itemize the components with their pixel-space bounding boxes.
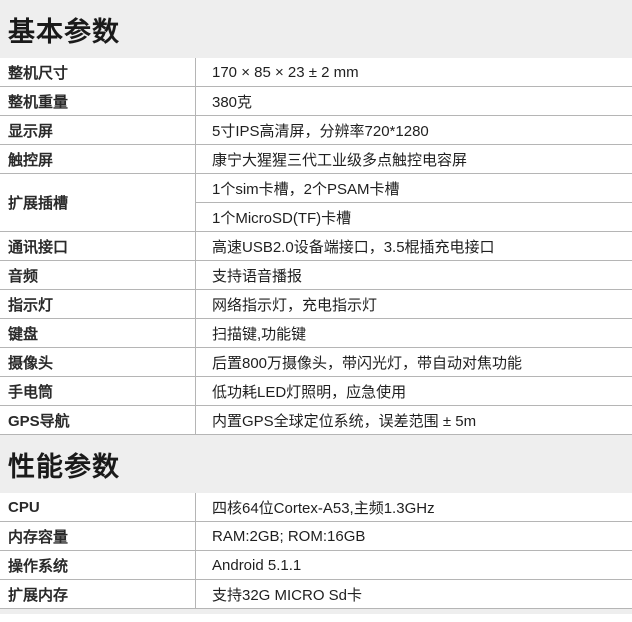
spec-value: 高速USB2.0设备端接口，3.5棍插充电接口 (195, 231, 632, 261)
table-row: 内存容量 RAM:2GB; ROM:16GB (0, 521, 632, 551)
section-performance-header: 性能参数 (0, 435, 632, 493)
spec-label: 显示屏 (0, 115, 196, 145)
spec-value: 支持32G MICRO Sd卡 (195, 579, 632, 609)
spec-value: 5寸IPS高清屏，分辨率720*1280 (195, 115, 632, 145)
table-row: 指示灯 网络指示灯，充电指示灯 (0, 289, 632, 319)
spec-label: GPS导航 (0, 405, 196, 435)
table-row: CPU 四核64位Cortex-A53,主频1.3GHz (0, 493, 632, 522)
spec-value: 内置GPS全球定位系统，误差范围 ± 5m (195, 405, 632, 435)
spec-label: 键盘 (0, 318, 196, 348)
table-row: 键盘 扫描键,功能键 (0, 318, 632, 348)
spec-value: 后置800万摄像头，带闪光灯，带自动对焦功能 (195, 347, 632, 377)
spec-value: 四核64位Cortex-A53,主频1.3GHz (195, 493, 632, 522)
spec-value: 380克 (195, 86, 632, 116)
bottom-band (0, 609, 632, 614)
table-row: 通讯接口 高速USB2.0设备端接口，3.5棍插充电接口 (0, 231, 632, 261)
spec-value: 170 × 85 × 23 ± 2 mm (195, 58, 632, 87)
spec-label: 摄像头 (0, 347, 196, 377)
table-row: GPS导航 内置GPS全球定位系统，误差范围 ± 5m (0, 405, 632, 435)
spec-label: 音频 (0, 260, 196, 290)
table-row: 1个MicroSD(TF)卡槽 (0, 202, 632, 232)
table-row: 触控屏 康宁大猩猩三代工业级多点触控电容屏 (0, 144, 632, 174)
table-row: 摄像头 后置800万摄像头，带闪光灯，带自动对焦功能 (0, 347, 632, 377)
table-row: 整机尺寸 170 × 85 × 23 ± 2 mm (0, 58, 632, 87)
table-row: 扩展插槽 1个sim卡槽，2个PSAM卡槽 (0, 173, 632, 232)
spec-value: RAM:2GB; ROM:16GB (195, 521, 632, 551)
basic-spec-table: 整机尺寸 170 × 85 × 23 ± 2 mm 整机重量 380克 显示屏 5寸IPS… (0, 58, 632, 435)
section-title: 基本参数 (8, 16, 120, 47)
table-row: 音频 支持语音播报 (0, 260, 632, 290)
spec-value: 低功耗LED灯照明，应急使用 (195, 376, 632, 406)
spec-value: 支持语音播报 (195, 260, 632, 290)
spec-label: 扩展内存 (0, 579, 196, 609)
spec-value: 康宁大猩猩三代工业级多点触控电容屏 (195, 144, 632, 174)
spec-label: 内存容量 (0, 521, 196, 551)
spec-label: 整机重量 (0, 86, 196, 116)
table-row: 显示屏 5寸IPS高清屏，分辨率720*1280 (0, 115, 632, 145)
table-row: 手电筒 低功耗LED灯照明，应急使用 (0, 376, 632, 406)
spec-label: CPU (0, 493, 196, 522)
spec-value: 网络指示灯，充电指示灯 (195, 289, 632, 319)
spec-label: 手电筒 (0, 376, 196, 406)
performance-spec-table: CPU 四核64位Cortex-A53,主频1.3GHz 内存容量 RAM:2GB; … (0, 493, 632, 609)
spec-label: 扩展插槽 (0, 173, 196, 232)
spec-label: 触控屏 (0, 144, 196, 174)
spec-value: Android 5.1.1 (195, 550, 632, 580)
table-row: 整机重量 380克 (0, 86, 632, 116)
section-title: 性能参数 (8, 451, 120, 482)
spec-label: 通讯接口 (0, 231, 196, 261)
spec-value: 1个MicroSD(TF)卡槽 (195, 202, 632, 232)
table-row: 操作系统 Android 5.1.1 (0, 550, 632, 580)
spec-value: 1个sim卡槽，2个PSAM卡槽 (195, 173, 632, 203)
spec-label: 整机尺寸 (0, 58, 196, 87)
spec-label: 指示灯 (0, 289, 196, 319)
spec-label: 操作系统 (0, 550, 196, 580)
table-row: 扩展内存 支持32G MICRO Sd卡 (0, 579, 632, 609)
spec-value: 扫描键,功能键 (195, 318, 632, 348)
section-basic-header: 基本参数 (0, 0, 632, 58)
